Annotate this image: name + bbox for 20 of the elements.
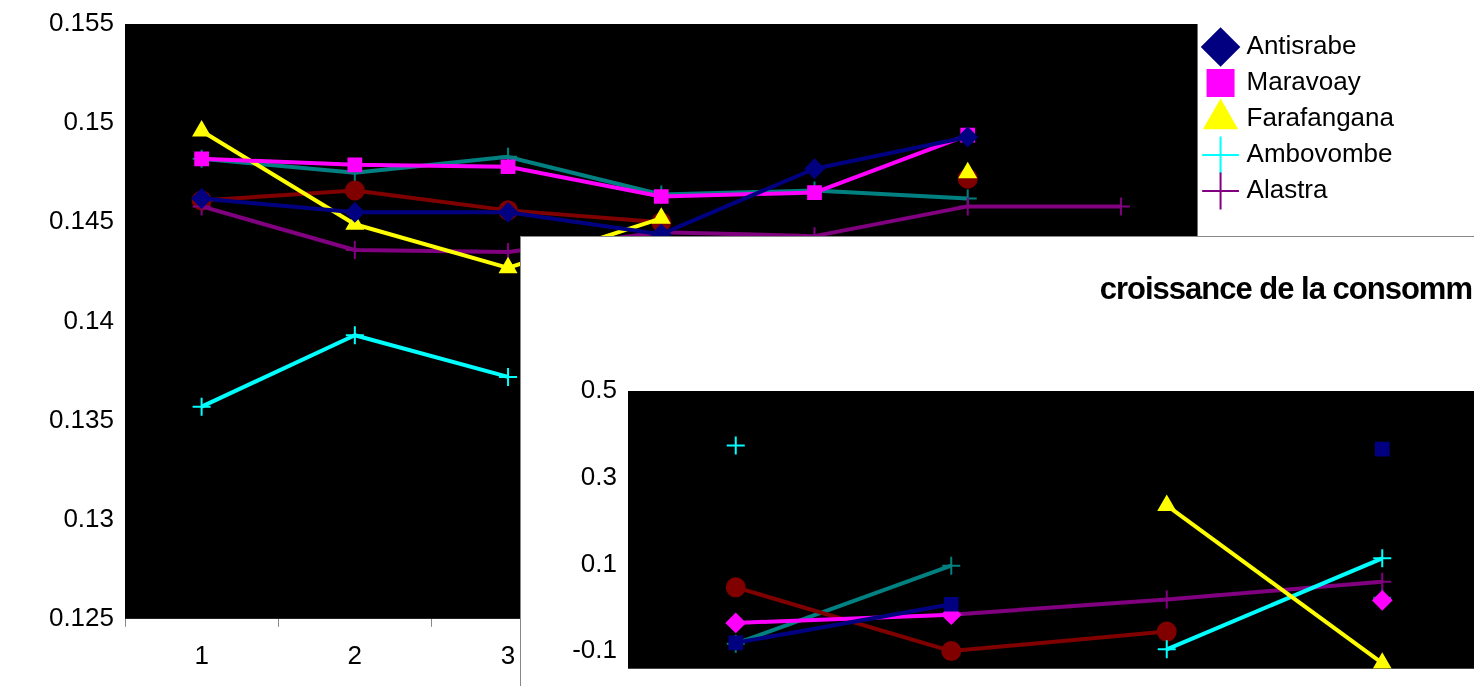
legend-label: Maravoay [1246, 66, 1361, 97]
y-tick-label: -0.1 [572, 634, 617, 665]
y-tick-label: 0.145 [48, 205, 114, 236]
legend-label: Antisrabe [1246, 30, 1357, 61]
y-tick-label: 0.5 [580, 374, 617, 405]
y-tick-label: 0.14 [63, 304, 114, 335]
legend-label: Ambovombe [1246, 138, 1393, 169]
y-tick-label: 0.135 [48, 403, 114, 434]
y-tick-label: 0.155 [48, 7, 114, 38]
legend-label: Alastra [1246, 174, 1329, 205]
legend-label: Farafangana [1246, 102, 1395, 133]
y-tick-label: 0.125 [48, 601, 114, 632]
x-tick-label: 1 [194, 639, 209, 670]
y-tick-label: 0.1 [580, 547, 617, 578]
x-tick-label: 2 [347, 639, 363, 670]
y-tick-label: 0.3 [580, 460, 617, 491]
x-tick-label: 3 [500, 639, 516, 670]
y-tick-label: 0.15 [63, 106, 114, 137]
y-tick-label: 0.13 [63, 502, 114, 533]
chart-title: croissance de la consomm [1099, 271, 1472, 307]
